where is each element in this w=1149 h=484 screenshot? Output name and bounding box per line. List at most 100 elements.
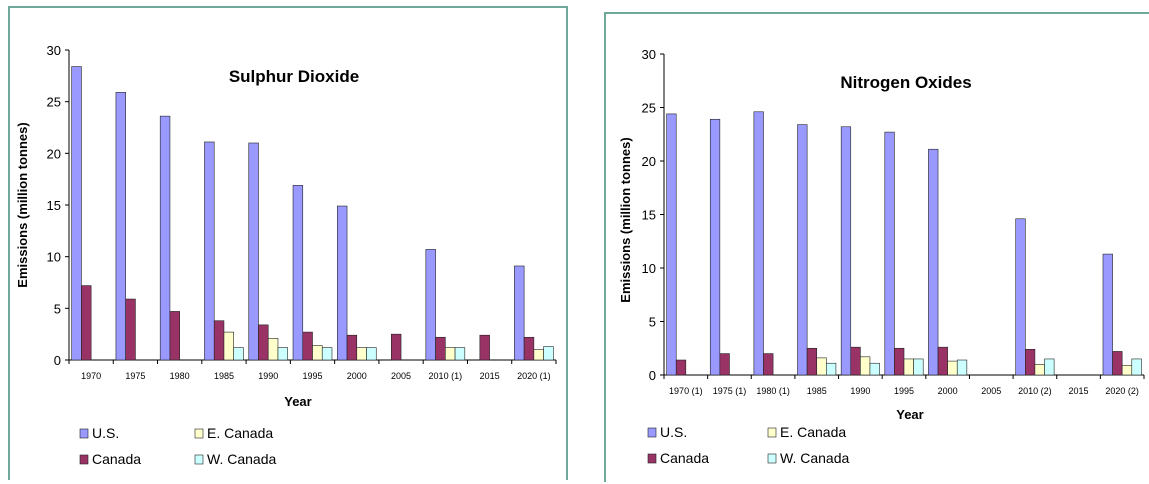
- y-tick-label: 20: [47, 146, 61, 161]
- bar: [366, 347, 377, 361]
- legend-swatch: [194, 428, 204, 439]
- bar: [445, 347, 456, 361]
- bar: [454, 347, 466, 361]
- legend-swatch: [79, 454, 89, 465]
- bar: [913, 358, 924, 376]
- bar: [435, 336, 446, 361]
- x-tick-label: 2020 (1): [517, 371, 551, 381]
- x-tick-label: 2000: [347, 371, 367, 381]
- bar: [258, 324, 269, 361]
- bar: [523, 336, 535, 361]
- bar: [302, 331, 313, 361]
- x-tick-label: 1985: [214, 371, 234, 381]
- bar: [248, 142, 259, 361]
- plot-area: 0 5 10 15 20 25 30 1970 (1) 1975 (1) 1980 (1) 1985…: [642, 47, 1145, 396]
- bar: [81, 285, 92, 361]
- x-tick-label: 1990: [258, 371, 278, 381]
- x-tick-label: 1975: [125, 371, 145, 381]
- x-tick-label: 1975 (1): [713, 386, 747, 396]
- bar: [850, 346, 861, 376]
- bar: [391, 333, 402, 361]
- x-axis-label: Year: [284, 394, 311, 409]
- x-tick-label: 2015: [480, 371, 500, 381]
- bar: [543, 346, 554, 361]
- y-tick-label: 20: [642, 154, 656, 169]
- y-axis-label: Emissions (million tonnes): [618, 137, 633, 302]
- bar: [292, 185, 304, 361]
- bar: [1034, 363, 1045, 376]
- y-tick-label: 5: [54, 301, 61, 316]
- bar: [675, 359, 687, 376]
- bar: [860, 356, 871, 376]
- bar: [709, 118, 721, 376]
- chart-title: Sulphur Dioxide: [229, 67, 359, 86]
- sulphur-dioxide-panel: Sulphur Dioxide Emissions (million tonne…: [8, 6, 568, 480]
- legend-label: E. Canada: [207, 425, 273, 441]
- nitrogen-oxides-chart: Nitrogen Oxides Emissions (million tonne…: [618, 47, 1145, 466]
- y-tick-label: 25: [47, 95, 61, 110]
- bar: [356, 347, 367, 361]
- x-tick-label: 1995: [894, 386, 914, 396]
- bar: [514, 265, 525, 361]
- x-tick-label: 1970: [81, 371, 101, 381]
- plot-area: 0 5 10 15 20 25 30 1970 1975 1980 1985 1990 1995 2000…: [47, 43, 557, 381]
- bar: [666, 113, 677, 376]
- legend: U.S. Canada E. Canada W. Canada: [79, 425, 276, 467]
- bar: [1102, 253, 1113, 376]
- bar: [1112, 351, 1123, 376]
- legend-label: W. Canada: [780, 450, 849, 466]
- bar: [816, 357, 827, 376]
- x-tick-label: 2020 (2): [1105, 386, 1139, 396]
- bar: [71, 66, 82, 361]
- x-tick-label: 1980: [170, 371, 190, 381]
- y-tick-label: 0: [54, 353, 61, 368]
- bar: [159, 115, 171, 361]
- legend-label: Canada: [660, 450, 709, 466]
- sulphur-dioxide-chart: Sulphur Dioxide Emissions (million tonne…: [15, 43, 557, 467]
- bar: [321, 347, 333, 361]
- legend-label: U.S.: [660, 424, 687, 440]
- x-tick-label: 2010 (1): [429, 371, 463, 381]
- bar: [947, 360, 958, 376]
- x-tick-label: 1985: [807, 386, 827, 396]
- bar: [797, 124, 808, 376]
- legend-label: Canada: [92, 451, 141, 467]
- bar: [806, 347, 818, 376]
- y-tick-label: 0: [649, 368, 656, 383]
- bar: [125, 298, 136, 361]
- legend-label: W. Canada: [207, 451, 276, 467]
- y-tick-label: 5: [649, 315, 656, 330]
- nitrogen-oxides-panel: Nitrogen Oxides Emissions (million tonne…: [604, 12, 1149, 482]
- y-tick-label: 15: [47, 198, 61, 213]
- x-tick-label: 2005: [391, 371, 411, 381]
- bar: [753, 111, 764, 376]
- bar: [233, 347, 244, 361]
- bar: [840, 126, 852, 376]
- bar: [312, 345, 323, 361]
- y-axis-label: Emissions (million tonnes): [15, 122, 30, 287]
- bar: [223, 331, 234, 361]
- bar: [1015, 218, 1026, 376]
- bar: [346, 334, 358, 361]
- bar: [213, 320, 225, 361]
- x-axis-label: Year: [896, 407, 923, 422]
- bar: [533, 349, 544, 361]
- legend-swatch: [647, 453, 657, 464]
- x-tick-label: 1970 (1): [669, 386, 703, 396]
- bar: [1121, 365, 1133, 376]
- bar: [267, 337, 279, 361]
- legend-swatch: [767, 453, 777, 464]
- x-tick-label: 2000: [938, 386, 958, 396]
- bar: [903, 358, 914, 376]
- bar: [826, 362, 837, 376]
- y-tick-label: 10: [642, 261, 656, 276]
- bar: [763, 353, 774, 376]
- legend-swatch: [194, 454, 204, 465]
- bar: [425, 249, 436, 361]
- y-tick-label: 30: [47, 43, 61, 58]
- y-tick-label: 25: [642, 101, 656, 116]
- y-tick-label: 30: [642, 47, 656, 62]
- legend-swatch: [79, 428, 89, 439]
- bar: [956, 359, 968, 376]
- x-tick-label: 1980 (1): [756, 386, 790, 396]
